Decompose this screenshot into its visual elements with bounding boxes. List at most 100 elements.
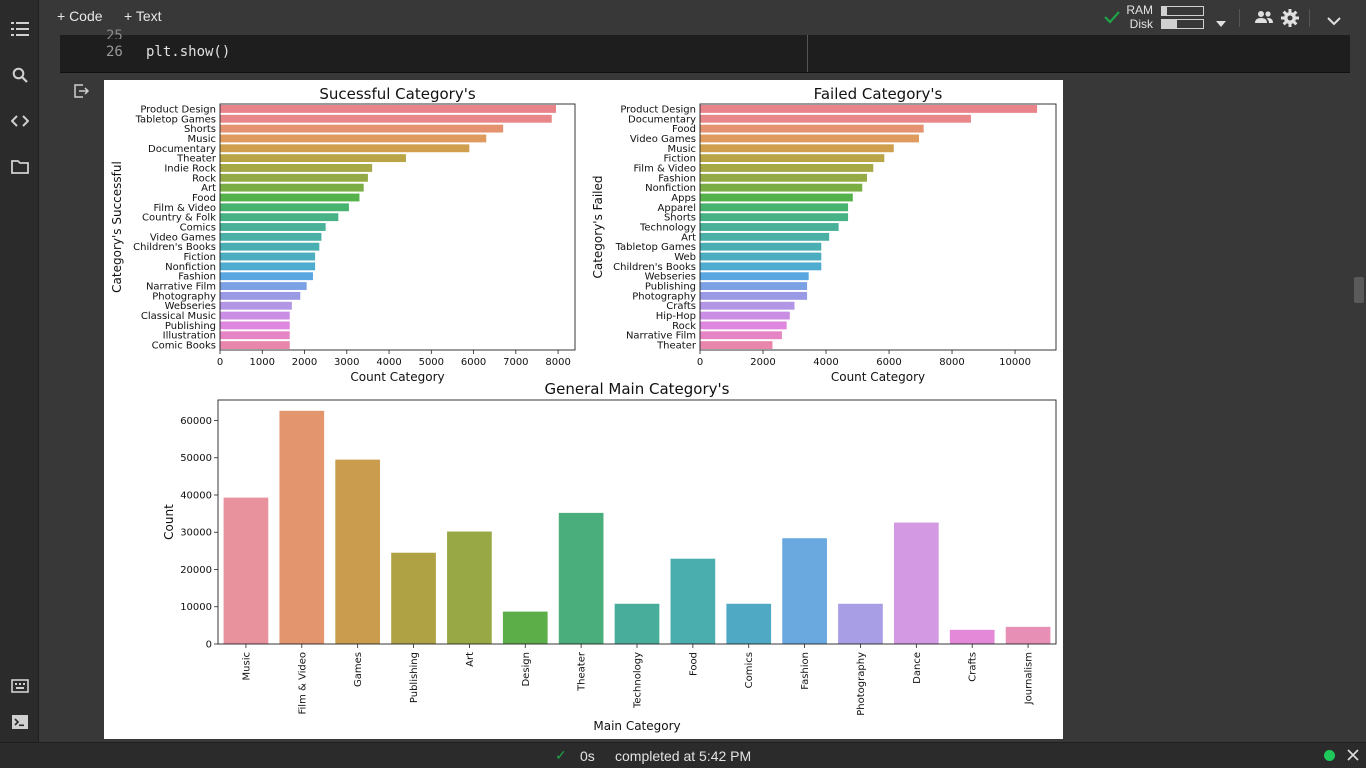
- main-category-category-label: Dance: [912, 652, 923, 684]
- main-category-category-label: Journalism: [1024, 652, 1035, 705]
- close-status-icon[interactable]: [1347, 748, 1359, 766]
- successful-tick-label: 1000: [250, 357, 275, 368]
- successful-bar: [220, 262, 316, 271]
- successful-tick-label: 0: [217, 357, 223, 368]
- main-category-bar: [502, 611, 548, 644]
- main-category-ytick-label: 50000: [180, 453, 212, 464]
- successful-tick-label: 2000: [292, 357, 317, 368]
- successful-category-label: Country & Folk: [142, 213, 216, 224]
- failed-bar: [700, 291, 808, 300]
- collapse-header-chevron-icon[interactable]: [1327, 13, 1341, 31]
- failed-bar: [700, 183, 863, 192]
- successful-bar: [220, 144, 470, 153]
- successful-bar: [220, 193, 360, 202]
- successful-bar: [220, 104, 556, 113]
- failed-category-label: Tabletop Games: [615, 242, 696, 253]
- main-category-category-label: Film & Video: [297, 652, 308, 715]
- failed-category-label: Music: [668, 144, 696, 155]
- failed-category-label: Product Design: [620, 104, 696, 115]
- successful-bar: [220, 154, 406, 163]
- main-category-category-label: Comics: [744, 652, 755, 688]
- settings-gear-icon[interactable]: [1281, 9, 1299, 32]
- failed-category-label: Children's Books: [613, 262, 696, 273]
- successful-bar: [220, 311, 290, 320]
- successful-category-label: Theater: [176, 154, 217, 165]
- successful-bar: [220, 321, 290, 330]
- main-category-category-label: Theater: [577, 651, 588, 692]
- failed-bar: [700, 154, 885, 163]
- failed-bar: [700, 144, 894, 153]
- failed-bar: [700, 203, 849, 212]
- successful-category-label: Documentary: [148, 144, 216, 155]
- main-category-ytick-label: 60000: [180, 416, 212, 427]
- main-category-ytick-label: 0: [206, 640, 212, 651]
- toolbar-divider: [1239, 9, 1240, 27]
- status-dot: [1324, 750, 1335, 761]
- ram-label: RAM: [1126, 3, 1153, 17]
- successful-category-label: Food: [192, 193, 216, 204]
- resources-dropdown-icon[interactable]: [1216, 14, 1226, 32]
- main-category-category-label: Fashion: [800, 652, 811, 690]
- search-icon[interactable]: [10, 65, 30, 85]
- failed-tick-label: 2000: [750, 357, 775, 368]
- failed-bar: [700, 262, 822, 271]
- add-text-button[interactable]: + Text: [124, 8, 162, 24]
- successful-bar: [220, 173, 368, 182]
- main-category-bar: [949, 629, 995, 644]
- failed-category-label: Apparel: [658, 203, 697, 214]
- previous-line-number: 25: [106, 28, 123, 39]
- successful-bar: [220, 134, 487, 143]
- failed-tick-label: 10000: [999, 357, 1031, 368]
- command-palette-icon[interactable]: [10, 676, 30, 696]
- failed-bar: [700, 341, 773, 350]
- main-category-bar: [1005, 626, 1051, 644]
- successful-bar: [220, 282, 307, 290]
- resource-labels[interactable]: RAM Disk: [1125, 3, 1153, 31]
- editor-ruler: [807, 35, 808, 72]
- failed-bar: [700, 252, 822, 261]
- scrollbar-thumb[interactable]: [1354, 277, 1364, 303]
- failed-bar: [700, 311, 790, 320]
- successful-category-label: Indie Rock: [164, 163, 216, 174]
- failed-category-label: Crafts: [666, 301, 696, 312]
- failed-category-label: Fashion: [658, 173, 696, 184]
- main-category-category-label: Games: [353, 652, 364, 687]
- terminal-icon[interactable]: [10, 712, 30, 732]
- main-category-bar: [335, 459, 381, 644]
- failed-bar: [700, 114, 971, 123]
- main-category-frame: [217, 399, 1057, 645]
- left-sidebar: [0, 0, 39, 767]
- top-toolbar: + Code + Text RAM Disk: [39, 0, 1366, 35]
- failed-category-label: Theater: [656, 341, 697, 352]
- add-code-button[interactable]: + Code: [57, 8, 103, 24]
- successful-category-label: Narrative Film: [146, 282, 216, 293]
- failed-category-label: Narrative Film: [626, 331, 696, 342]
- code-line[interactable]: plt.show(): [146, 44, 231, 60]
- successful-category-label: Comic Books: [152, 341, 216, 352]
- share-people-icon[interactable]: [1254, 10, 1274, 29]
- successful-bar: [220, 291, 301, 300]
- failed-bar: [700, 134, 919, 143]
- main-category-ytick-label: 30000: [180, 528, 212, 539]
- main-category-category-label: Design: [521, 652, 532, 687]
- main-category-bar: [893, 522, 939, 644]
- successful-category-label: Film & Video: [154, 203, 217, 214]
- successful-bar: [220, 331, 290, 340]
- code-cell[interactable]: 25 26 plt.show(): [60, 28, 1350, 73]
- failed-tick-label: 4000: [813, 357, 838, 368]
- successful-bar: [220, 124, 504, 133]
- main-category-bar: [558, 512, 604, 644]
- table-of-contents-icon[interactable]: [10, 19, 30, 39]
- main-category-title: General Main Category's: [545, 380, 730, 398]
- clear-output-icon[interactable]: [74, 84, 90, 103]
- folder-icon[interactable]: [10, 157, 30, 177]
- main-category-xlabel: Main Category: [593, 719, 680, 733]
- main-category-chart: Music Film & Video Games Publishing Art Desig…: [162, 380, 1057, 733]
- successful-category-label: Publishing: [165, 321, 216, 332]
- code-snippets-icon[interactable]: [10, 111, 30, 131]
- successful-bar: [220, 183, 364, 192]
- successful-bar: [220, 341, 290, 350]
- failed-category-label: Art: [681, 232, 696, 243]
